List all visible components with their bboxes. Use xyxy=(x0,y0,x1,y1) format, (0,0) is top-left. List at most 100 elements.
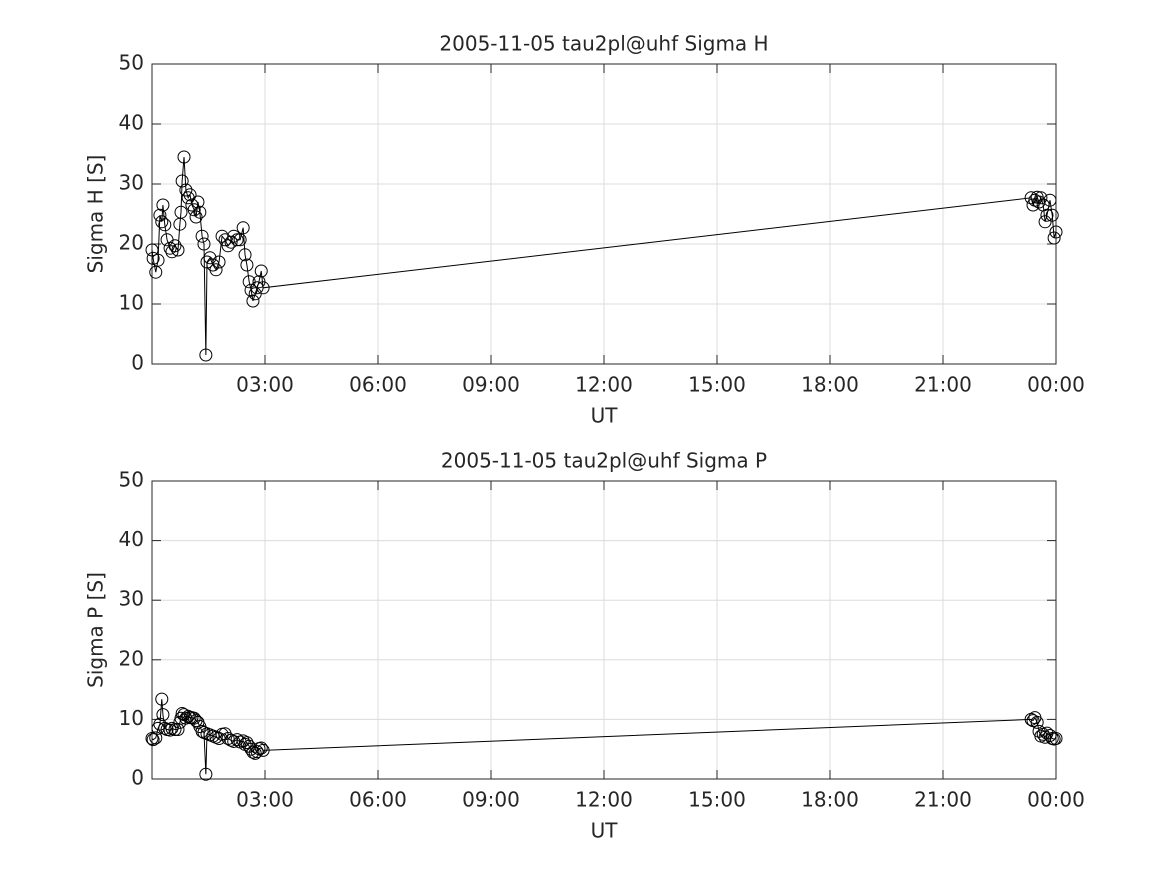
data-marker xyxy=(256,281,270,295)
data-marker xyxy=(250,281,264,295)
data-marker xyxy=(224,235,238,249)
data-marker xyxy=(168,239,182,253)
data-marker xyxy=(240,736,254,750)
x-tick-label: 15:00 xyxy=(688,373,746,397)
data-marker xyxy=(199,767,213,781)
data-marker xyxy=(254,264,268,278)
data-marker xyxy=(197,237,211,251)
data-marker xyxy=(238,248,252,262)
data-marker xyxy=(1043,728,1057,742)
y-axis-label: Sigma P [S] xyxy=(84,572,108,688)
x-tick-label: 03:00 xyxy=(236,788,294,812)
data-marker xyxy=(209,263,223,277)
x-axis-label: UT xyxy=(591,404,619,428)
data-marker xyxy=(156,708,170,722)
subplot: 0 10 20 30 40 50 03:00 06:00 09:00 12:00 15:00 18:0… xyxy=(84,449,1085,843)
data-marker xyxy=(153,717,167,731)
y-tick-label: 20 xyxy=(119,646,144,670)
data-marker xyxy=(155,692,169,706)
x-tick-label: 18:00 xyxy=(801,788,859,812)
y-tick-label: 0 xyxy=(131,351,144,375)
x-tick-label: 00:00 xyxy=(1027,788,1085,812)
data-marker xyxy=(227,229,241,243)
x-tick-label: 15:00 xyxy=(688,788,746,812)
y-tick-label: 40 xyxy=(119,527,144,551)
x-axis-label: UT xyxy=(591,819,619,843)
y-tick-label: 30 xyxy=(119,171,144,195)
data-marker xyxy=(203,251,217,265)
data-marker xyxy=(149,731,163,745)
data-marker xyxy=(1024,191,1038,205)
data-marker xyxy=(1030,715,1044,729)
data-marker xyxy=(240,258,254,272)
x-tick-label: 06:00 xyxy=(349,788,407,812)
chart-title: 2005-11-05 tau2pl@uhf Sigma P xyxy=(441,449,767,473)
data-marker xyxy=(195,229,209,243)
data-marker xyxy=(156,198,170,212)
y-tick-label: 50 xyxy=(119,468,144,492)
x-tick-label: 09:00 xyxy=(462,373,520,397)
data-marker xyxy=(1043,193,1057,207)
data-marker xyxy=(165,245,179,259)
data-marker xyxy=(230,233,244,247)
data-marker xyxy=(145,731,159,745)
x-tick-label: 03:00 xyxy=(236,373,294,397)
data-marker xyxy=(1049,225,1063,239)
x-tick-label: 21:00 xyxy=(914,373,972,397)
data-marker xyxy=(1040,208,1054,222)
data-marker xyxy=(233,233,247,247)
data-marker xyxy=(1038,215,1052,229)
data-marker xyxy=(179,183,193,197)
y-tick-label: 50 xyxy=(119,51,144,75)
y-tick-label: 10 xyxy=(119,706,144,730)
data-marker xyxy=(256,743,270,757)
x-tick-label: 06:00 xyxy=(349,373,407,397)
data-marker xyxy=(193,205,207,219)
data-marker xyxy=(1047,231,1061,245)
x-tick-label: 12:00 xyxy=(575,788,633,812)
data-marker xyxy=(199,348,213,362)
data-marker xyxy=(175,174,189,188)
data-marker xyxy=(168,723,182,737)
x-tick-label: 18:00 xyxy=(801,373,859,397)
y-tick-label: 40 xyxy=(119,111,144,135)
axes-frame xyxy=(151,480,1057,780)
y-tick-label: 30 xyxy=(119,587,144,611)
subplot: 0 10 20 30 40 50 03:00 06:00 09:00 12:00 15:00 18:0… xyxy=(84,32,1085,428)
data-marker xyxy=(177,150,191,164)
chart-title: 2005-11-05 tau2pl@uhf Sigma H xyxy=(439,32,768,56)
data-marker xyxy=(250,745,264,759)
data-marker xyxy=(163,723,177,737)
data-marker xyxy=(187,203,201,217)
data-marker xyxy=(146,733,160,747)
data-marker xyxy=(254,741,268,755)
data-marker xyxy=(244,283,258,297)
data-marker xyxy=(221,239,235,253)
data-marker xyxy=(246,294,260,308)
data-marker xyxy=(1034,191,1048,205)
data-marker xyxy=(236,221,250,235)
data-marker xyxy=(212,255,226,269)
data-marker xyxy=(191,195,205,209)
data-marker xyxy=(174,711,188,725)
data-marker xyxy=(174,205,188,219)
x-tick-label: 12:00 xyxy=(575,373,633,397)
data-marker xyxy=(183,188,197,202)
data-marker xyxy=(171,243,185,257)
x-tick-label: 09:00 xyxy=(462,788,520,812)
axes-frame xyxy=(151,63,1057,365)
data-marker xyxy=(158,218,172,232)
x-tick-label: 21:00 xyxy=(914,788,972,812)
y-tick-label: 10 xyxy=(119,291,144,315)
y-tick-label: 0 xyxy=(131,766,144,790)
data-marker xyxy=(1049,731,1063,745)
data-marker xyxy=(151,253,165,267)
data-marker xyxy=(230,733,244,747)
y-tick-label: 20 xyxy=(119,231,144,255)
data-marker xyxy=(155,215,169,229)
data-marker xyxy=(179,711,193,725)
data-marker xyxy=(145,243,159,257)
y-axis-label: Sigma H [S] xyxy=(84,155,108,274)
data-marker xyxy=(189,210,203,224)
